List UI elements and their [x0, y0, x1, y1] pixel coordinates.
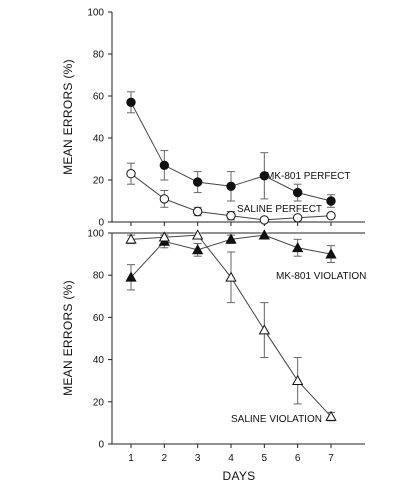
mk-801-violation-point: [292, 241, 304, 253]
mk-801-perfect-point: [226, 181, 236, 192]
y-tick-label: 20: [93, 397, 105, 408]
bottom-panel-violation-trials: 0 20 40 60 80 100 1 2 3 4 5 6 7 MEAN ERRORS (%) DAY…: [61, 229, 366, 484]
y-tick-label: 100: [87, 229, 104, 240]
saline-violation-label: SALINE VIOLATION: [231, 414, 322, 425]
bottom-series-layer: [125, 229, 337, 422]
saline-violation-point: [158, 231, 170, 242]
y-tick-label: 0: [98, 440, 104, 451]
saline-perfect-point: [292, 213, 303, 223]
x-tick-label: 6: [295, 453, 301, 464]
bottom-x-ticks: 1 2 3 4 5 6 7: [128, 444, 334, 464]
y-tick-label: 20: [93, 176, 105, 187]
top-x-ticks: [130, 222, 332, 226]
top-y-axis-title: MEAN ERRORS (%): [61, 59, 75, 175]
mk-801-violation-point: [192, 244, 204, 255]
saline-violation-point: [125, 233, 137, 244]
saline-violation-point: [225, 271, 237, 282]
mk-801-perfect-point: [192, 177, 203, 187]
x-tick-label: 5: [262, 453, 268, 464]
bottom-y-ticks: 0 20 40 60 80 100: [87, 229, 112, 451]
x-tick-label: 7: [328, 453, 334, 464]
y-tick-label: 80: [93, 271, 105, 282]
y-tick-label: 100: [87, 8, 104, 19]
top-y-ticks: 0 20 40 60 80 100: [87, 8, 112, 229]
y-tick-label: 40: [93, 355, 105, 366]
mk-801-perfect-point: [159, 160, 170, 171]
y-tick-label: 80: [93, 50, 105, 61]
mk-801-violation-point: [258, 229, 270, 240]
top-series-layer: [126, 91, 336, 225]
x-tick-label: 1: [128, 453, 134, 464]
mk-801-violation-point: [325, 248, 337, 259]
saline-violation-point: [325, 410, 337, 421]
saline-perfect-label: SALINE PERFECT: [237, 204, 322, 215]
x-axis-title: DAYS: [223, 469, 256, 483]
saline-violation-point: [192, 229, 204, 240]
saline-perfect-point: [326, 211, 336, 221]
saline-perfect-point: [226, 211, 236, 221]
y-tick-label: 40: [93, 134, 105, 145]
top-panel-perfect-trials: 0 20 40 60 80 100 MEAN ERRORS (%) MK-801 PERF…: [61, 8, 365, 229]
mk-801-perfect-point: [292, 187, 303, 198]
mk-801-perfect-point: [326, 196, 336, 206]
mk-801-perfect-point: [259, 171, 270, 181]
saline-perfect-point: [192, 206, 203, 217]
saline-violation-point: [258, 324, 270, 335]
saline-perfect-point: [159, 194, 170, 204]
mk-801-perfect-point: [126, 97, 136, 108]
y-tick-label: 60: [93, 313, 105, 324]
x-tick-label: 2: [162, 453, 168, 464]
mk-801-violation-point: [125, 271, 137, 282]
mk-801-violation-point: [225, 233, 237, 244]
mk801-perfect-label: MK-801 PERFECT: [266, 171, 350, 182]
x-tick-label: 4: [228, 453, 234, 464]
saline-violation-point: [292, 374, 304, 386]
y-tick-label: 0: [98, 218, 104, 229]
y-tick-label: 60: [93, 92, 105, 103]
x-tick-label: 3: [195, 453, 201, 464]
saline-perfect-point: [259, 215, 270, 225]
mk801-violation-label: MK-801 VIOLATION: [276, 271, 366, 282]
bottom-y-axis-title: MEAN ERRORS (%): [61, 280, 75, 396]
saline-perfect-point: [126, 169, 136, 179]
